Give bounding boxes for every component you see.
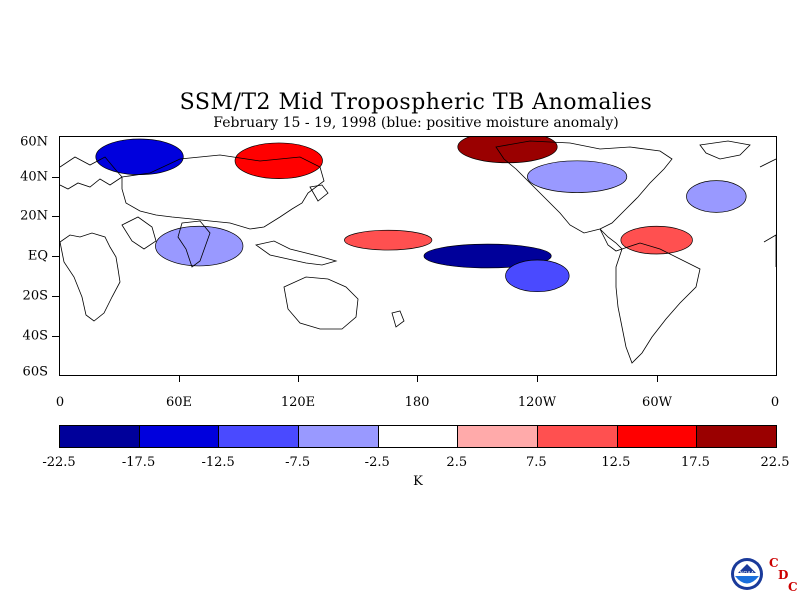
lat-tick xyxy=(52,216,59,217)
coastline-indonesia xyxy=(255,240,338,266)
coastline-europe xyxy=(60,156,123,190)
coastline-india xyxy=(177,220,211,268)
colorbar-segment xyxy=(139,426,220,447)
coastline-japan xyxy=(309,184,329,202)
colorbar-label: -17.5 xyxy=(121,455,156,470)
colorbar-segment xyxy=(697,426,777,447)
coastline-australia xyxy=(283,276,359,330)
lat-label-20s: 20S xyxy=(22,288,48,304)
anomaly-contour xyxy=(95,138,184,176)
lat-tick xyxy=(52,296,59,297)
coastline-new-zealand xyxy=(391,310,405,328)
colorbar-segment xyxy=(617,426,698,447)
lon-label-120e: 120E xyxy=(280,395,316,410)
lat-label-60n: 60N xyxy=(20,134,48,150)
lat-tick xyxy=(52,177,59,178)
coastline-europe-east-rim xyxy=(759,158,776,168)
lon-tick xyxy=(657,375,658,382)
coastline-south-america xyxy=(615,242,701,364)
cdc-letter-c2: C xyxy=(788,580,798,594)
colorbar-label: 17.5 xyxy=(680,455,710,470)
anomaly-contour xyxy=(527,160,628,193)
coastline-arabia xyxy=(121,216,157,250)
colorbar-label: 22.5 xyxy=(760,455,790,470)
coastline-africa xyxy=(60,232,121,322)
colorbar-label: 12.5 xyxy=(601,455,631,470)
noaa-logo-text: NOAA xyxy=(740,571,755,577)
coastline-asia xyxy=(121,154,325,230)
colorbar-label: -7.5 xyxy=(285,455,311,470)
colorbar-label: -22.5 xyxy=(42,455,76,470)
anomaly-map xyxy=(59,136,777,376)
chart-title: SSM/T2 Mid Tropospheric TB Anomalies xyxy=(179,90,653,115)
cdc-letter-d: D xyxy=(778,568,789,582)
anomaly-contour xyxy=(423,243,552,269)
lat-label-60s: 60S xyxy=(22,364,48,380)
colorbar-label: -2.5 xyxy=(364,455,390,470)
colorbar-segment xyxy=(458,426,539,447)
coastline-central-america xyxy=(599,228,623,252)
coastline-africa-east-rim xyxy=(763,234,776,267)
colorbar-segment xyxy=(219,426,300,447)
lon-tick xyxy=(417,375,418,382)
cdc-letter-c1: C xyxy=(769,556,779,570)
lat-label-eq: EQ xyxy=(27,248,48,264)
lon-tick xyxy=(179,375,180,382)
noaa-logo: NOAA xyxy=(730,557,764,591)
anomaly-contour xyxy=(344,229,433,251)
lon-label-0: 0 xyxy=(55,395,65,410)
colorbar-segment xyxy=(378,426,459,447)
colorbar-segment xyxy=(538,426,618,447)
lat-tick xyxy=(52,256,59,257)
lat-label-40n: 40N xyxy=(20,169,48,185)
colorbar-label: 7.5 xyxy=(525,455,547,470)
anomaly-contour xyxy=(505,259,570,293)
colorbar-label: -12.5 xyxy=(201,455,235,470)
colorbar xyxy=(59,425,777,448)
anomaly-contour xyxy=(686,180,747,213)
lat-label-40s: 40S xyxy=(22,328,48,344)
coastline-north-america xyxy=(495,140,673,234)
lon-tick xyxy=(298,375,299,382)
chart-subtitle: February 15 - 19, 1998 (blue: positive m… xyxy=(213,115,619,131)
colorbar-segment xyxy=(60,426,140,447)
lon-label-180: 180 xyxy=(404,395,430,410)
lon-label-0-east: 0 xyxy=(770,395,780,410)
anomaly-contour xyxy=(620,225,693,255)
lon-tick xyxy=(537,375,538,382)
lat-tick xyxy=(52,336,59,337)
anomaly-contour xyxy=(234,142,323,179)
lat-label-20n: 20N xyxy=(20,208,48,224)
lon-label-60w: 60W xyxy=(642,395,672,410)
colorbar-segment xyxy=(299,426,379,447)
lon-label-120w: 120W xyxy=(517,395,557,410)
colorbar-units: K xyxy=(413,474,423,489)
anomaly-contour xyxy=(457,137,558,164)
noaa-logo-icon: NOAA xyxy=(731,558,763,590)
colorbar-label: 2.5 xyxy=(446,455,468,470)
lon-label-60e: 60E xyxy=(165,395,193,410)
anomaly-contour xyxy=(155,225,244,267)
coastline-greenland xyxy=(699,140,751,160)
anomaly-map-svg xyxy=(60,137,776,364)
